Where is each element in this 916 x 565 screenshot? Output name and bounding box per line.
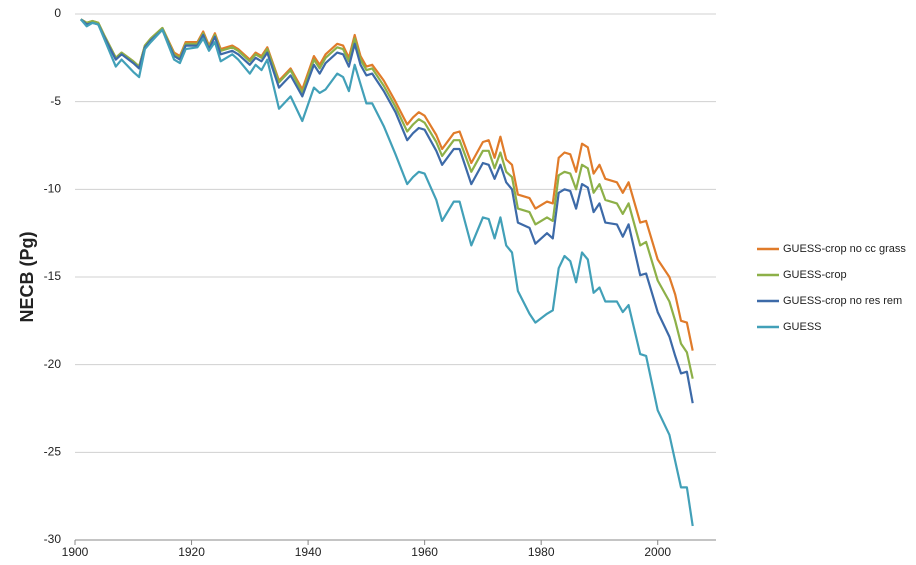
y-tick-label: -30: [44, 532, 62, 546]
x-tick-label: 1940: [295, 545, 322, 559]
y-tick-label: -25: [44, 445, 62, 459]
y-tick-label: -10: [44, 182, 62, 196]
x-tick-label: 1960: [411, 545, 438, 559]
legend-label: GUESS-crop no cc grass: [783, 243, 906, 255]
x-tick-label: 1980: [528, 545, 555, 559]
y-tick-label: -5: [50, 94, 61, 108]
y-axis-label: NECB (Pg): [17, 232, 37, 323]
legend-label: GUESS-crop: [783, 269, 847, 281]
series-line: [79, 18, 694, 527]
y-tick-label: 0: [54, 6, 61, 20]
series-line: [80, 18, 694, 379]
legend-label: GUESS: [783, 321, 822, 333]
x-tick-label: 1920: [178, 545, 205, 559]
x-tick-label: 2000: [644, 545, 671, 559]
series-line: [80, 18, 694, 404]
y-tick-label: -20: [44, 357, 62, 371]
x-tick-label: 1900: [62, 545, 89, 559]
legend-label: GUESS-crop no res rem: [783, 295, 902, 307]
y-tick-label: -15: [44, 269, 62, 283]
